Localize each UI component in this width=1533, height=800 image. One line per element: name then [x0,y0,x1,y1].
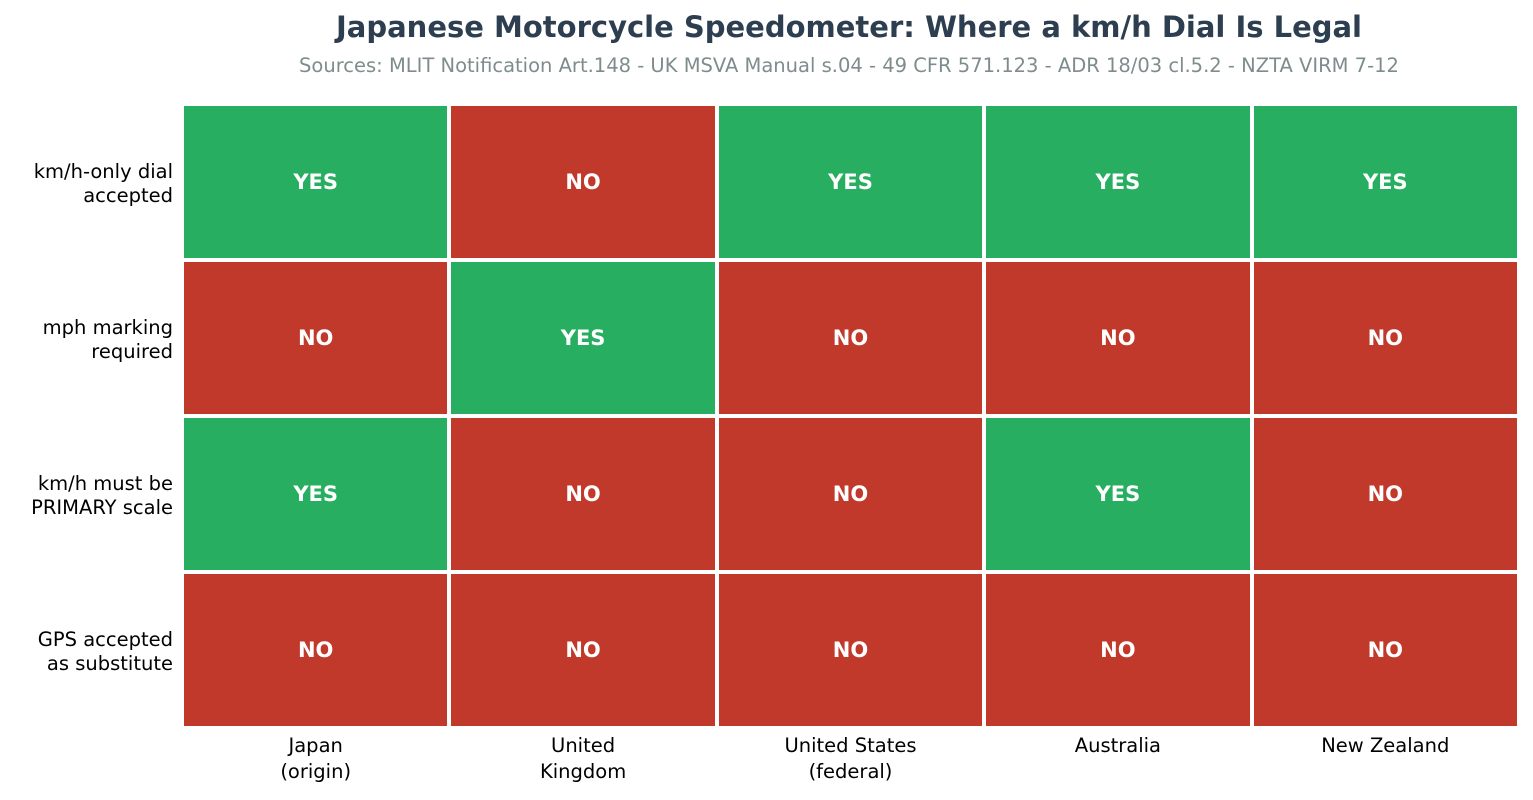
heatmap-cell: YES [184,106,448,258]
column-label-line: New Zealand [1321,734,1450,757]
heatmap-cell: NO [718,574,983,726]
column-label-line: (federal) [808,760,893,783]
heatmap-cell: NO [451,106,715,258]
heatmap-cell: NO [986,262,1250,414]
row-label: km/h must be PRIMARY scale [0,472,173,520]
row-label-line: accepted [83,184,173,207]
heatmap-cell: NO [718,262,983,414]
heatmap-cell: NO [451,574,715,726]
column-label: Japan (origin) [185,733,447,785]
heatmap-cell: YES [986,106,1250,258]
column-label-line: Kingdom [539,760,627,783]
row-label: km/h-only dial accepted [0,160,173,208]
column-label: New Zealand [1254,733,1516,759]
heatmap-cell: NO [986,574,1250,726]
row-label-line: as substitute [46,652,173,675]
column-label-line: United States [784,734,917,757]
heatmap-cell: YES [1253,106,1517,258]
chart-title: Japanese Motorcycle Speedometer: Where a… [335,10,1363,44]
column-label-line: (origin) [280,760,352,783]
heatmap-cell: NO [1253,262,1517,414]
heatmap-cell: NO [1253,574,1517,726]
heatmap-cell: NO [1253,418,1517,570]
column-label: United Kingdom [452,733,714,785]
column-label-line: United [551,734,616,757]
row-label-line: km/h must be [37,472,173,495]
heatmap-cell: NO [718,418,983,570]
row-label: GPS accepted as substitute [0,628,173,676]
heatmap-cell: YES [451,262,715,414]
row-label-line: GPS accepted [37,628,173,651]
row-label-line: km/h-only dial [33,160,173,183]
heatmap-cell: NO [451,418,715,570]
heatmap-cell: YES [718,106,983,258]
heatmap-cell: YES [986,418,1250,570]
row-label-line: mph marking [42,316,173,339]
row-label: mph marking required [0,316,173,364]
heatmap-cell: YES [184,418,448,570]
column-label-line: Australia [1074,734,1162,757]
heatmap-cell: NO [184,574,448,726]
row-label-line: PRIMARY scale [31,496,173,519]
row-label-line: required [91,340,173,363]
chart-subtitle: Sources: MLIT Notification Art.148 - UK … [299,54,1399,77]
heatmap-cell: NO [184,262,448,414]
column-label-line: Japan [288,734,343,757]
column-label: Australia [987,733,1249,759]
column-label: United States (federal) [720,733,982,785]
